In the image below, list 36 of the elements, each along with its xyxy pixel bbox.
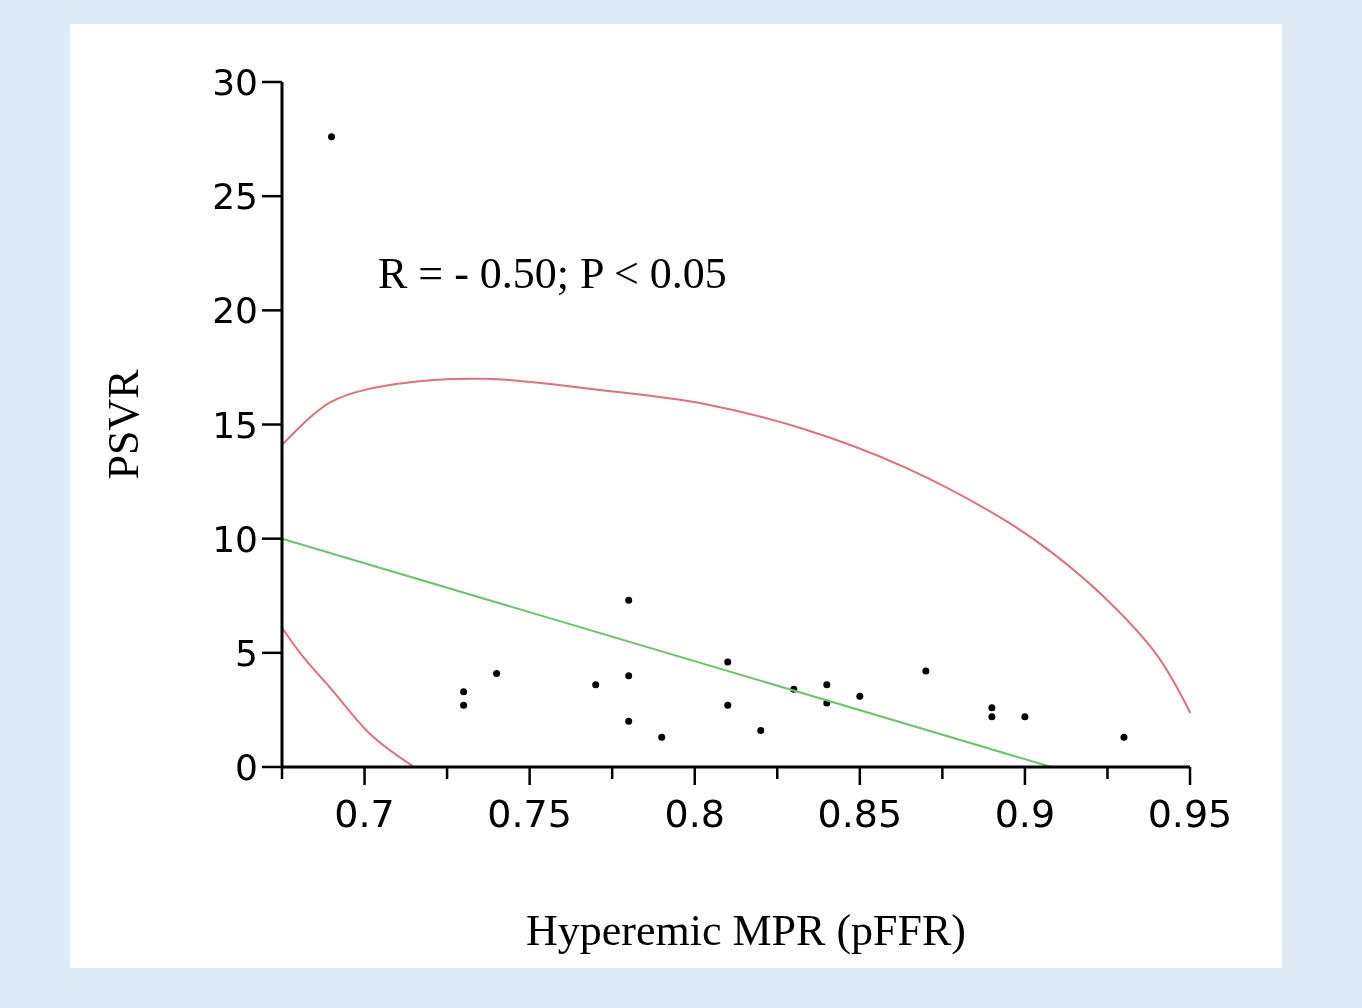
- point: [328, 133, 336, 141]
- point: [724, 701, 732, 709]
- y-tick-label: 10: [212, 518, 258, 560]
- x-tick-label: 0.85: [817, 792, 903, 836]
- point: [988, 713, 996, 721]
- line-series: [281, 377, 1191, 714]
- point: [856, 692, 864, 700]
- annotation: R = - 0.50; P < 0.05: [378, 249, 727, 298]
- point: [625, 717, 633, 725]
- point: [460, 688, 468, 696]
- point: [460, 701, 468, 709]
- point: [757, 726, 765, 734]
- y-tick-label: 20: [212, 290, 258, 332]
- y-tick-label: 15: [212, 404, 258, 446]
- point: [592, 681, 600, 689]
- point: [1021, 713, 1029, 721]
- x-tick-label: 0.9: [994, 792, 1056, 836]
- point: [823, 681, 831, 689]
- x-tick-label: 0.8: [664, 792, 725, 836]
- x-axis-title: Hyperemic MPR (pFFR): [526, 906, 966, 955]
- x-tick-label: 0.95: [1147, 792, 1233, 836]
- point: [922, 667, 930, 675]
- y-tick-label: 0: [235, 747, 258, 788]
- x-tick-label: 0.75: [487, 792, 572, 836]
- point: [988, 704, 996, 712]
- point: [625, 596, 633, 604]
- point: [625, 672, 633, 680]
- point: [724, 658, 732, 666]
- y-tick-label: 30: [212, 62, 258, 103]
- y-tick-label: 25: [212, 176, 258, 218]
- point: [493, 669, 501, 677]
- x-tick-label: 0.7: [334, 792, 395, 836]
- y-tick-label: 5: [235, 632, 258, 674]
- y-axis-title: PSVR: [99, 368, 148, 480]
- point: [658, 733, 666, 741]
- point: [1120, 733, 1128, 741]
